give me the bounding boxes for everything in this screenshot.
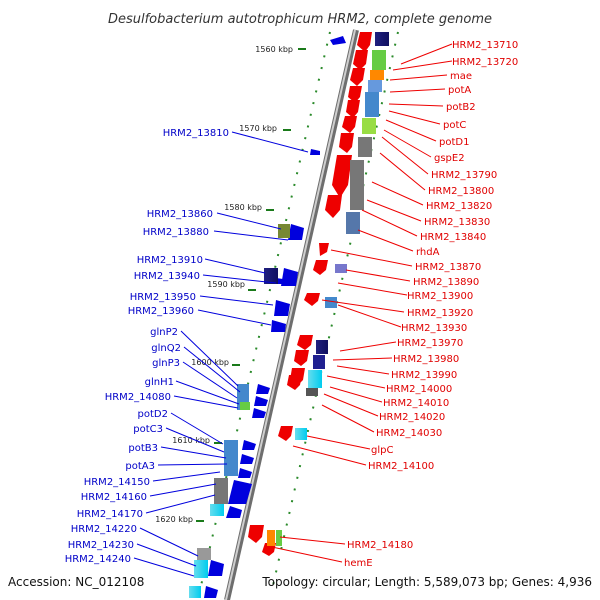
gene-label: HRM2_14010 [383,398,449,409]
gene-label: HRM2_14100 [368,461,434,472]
scale-label: 1580 kbp [224,203,262,212]
gene-label: potB3 [128,443,158,454]
gene-label: HRM2_13940 [134,271,200,282]
genome-backbone [224,29,359,600]
gene-label: HRM2_13950 [130,292,196,303]
gene-label: HRM2_13800 [428,186,494,197]
gene-label: HRM2_13980 [393,354,459,365]
forward-gene-arrows [248,32,372,556]
gene-label: HRM2_13840 [420,232,486,243]
gene-label: potD1 [439,137,469,148]
gene-label: HRM2_14170 [77,509,143,520]
gene-label: potA3 [125,461,155,472]
scale-label: 1570 kbp [239,124,277,133]
gene-label: potC [443,120,466,131]
gene-label: potC3 [133,424,163,435]
gene-label: HRM2_14030 [376,428,442,439]
reverse-strand-genes [189,36,346,598]
gene-label: HRM2_14220 [71,524,137,535]
gene-label: potB2 [446,102,476,113]
gene-label: mae [450,71,472,82]
genome-summary-text: Topology: circular; Length: 5,589,073 bp… [261,575,592,589]
gene-label: hemE [344,558,373,569]
gene-label: glnP2 [150,327,178,338]
gene-label: HRM2_14150 [84,477,150,488]
gene-label: HRM2_13920 [407,308,473,319]
gene-label: HRM2_13790 [431,170,497,181]
gene-label: HRM2_14020 [379,412,445,423]
gene-label: HRM2_13960 [128,306,194,317]
left-leader-lines [133,131,309,577]
gene-label: HRM2_13710 [452,40,518,51]
scale-marks: 1560 kbp 1570 kbp 1580 kbp 1590 kbp 1600… [155,45,306,524]
gene-label: HRM2_13810 [163,128,229,139]
gene-label: HRM2_13820 [426,201,492,212]
map-title: Desulfobacterium autotrophicum HRM2, com… [108,12,492,27]
gene-label: HRM2_13890 [413,277,479,288]
gene-label: HRM2_14160 [81,492,147,503]
gene-label: HRM2_14240 [65,554,131,565]
gene-label: HRM2_13900 [407,291,473,302]
gene-label: gspE2 [434,153,465,164]
gene-label: glnQ2 [151,343,181,354]
gene-label: potD2 [138,409,168,420]
gene-label: HRM2_13870 [415,262,481,273]
forward-strand-genes [248,32,389,556]
gene-label: rhdA [416,247,440,258]
gene-label: glpC [371,445,393,456]
gene-label: HRM2_14180 [347,540,413,551]
accession-text: Accession: NC_012108 [8,575,144,589]
right-leader-lines [271,43,453,563]
left-gene-labels: HRM2_13810 HRM2_13860 HRM2_13880 HRM2_13… [65,128,229,565]
scale-label: 1610 kbp [172,436,210,445]
scale-label: 1590 kbp [207,280,245,289]
gene-label: HRM2_13720 [452,57,518,68]
gene-label: HRM2_14230 [68,540,134,551]
gene-label: HRM2_13880 [143,227,209,238]
right-gene-labels: HRM2_13710 HRM2_13720 mae potA potB2 pot… [344,40,518,569]
scale-label: 1620 kbp [155,515,193,524]
gene-label: potA [448,85,471,96]
gene-label: glnP3 [152,358,180,369]
reverse-gene-arrows [204,36,346,598]
scale-label: 1600 kbp [191,358,229,367]
gene-label: HRM2_14080 [105,392,171,403]
gene-label: HRM2_13910 [137,255,203,266]
gene-label: HRM2_14000 [386,384,452,395]
gene-label: glnH1 [145,377,174,388]
gene-label: HRM2_13930 [401,323,467,334]
gene-label: HRM2_13970 [397,338,463,349]
scale-label: 1560 kbp [255,45,293,54]
gene-label: HRM2_13830 [424,217,490,228]
forward-feature-boxes [267,32,389,546]
gene-label: HRM2_13990 [391,370,457,381]
reverse-feature-boxes [189,224,290,598]
gene-label: HRM2_13860 [147,209,213,220]
